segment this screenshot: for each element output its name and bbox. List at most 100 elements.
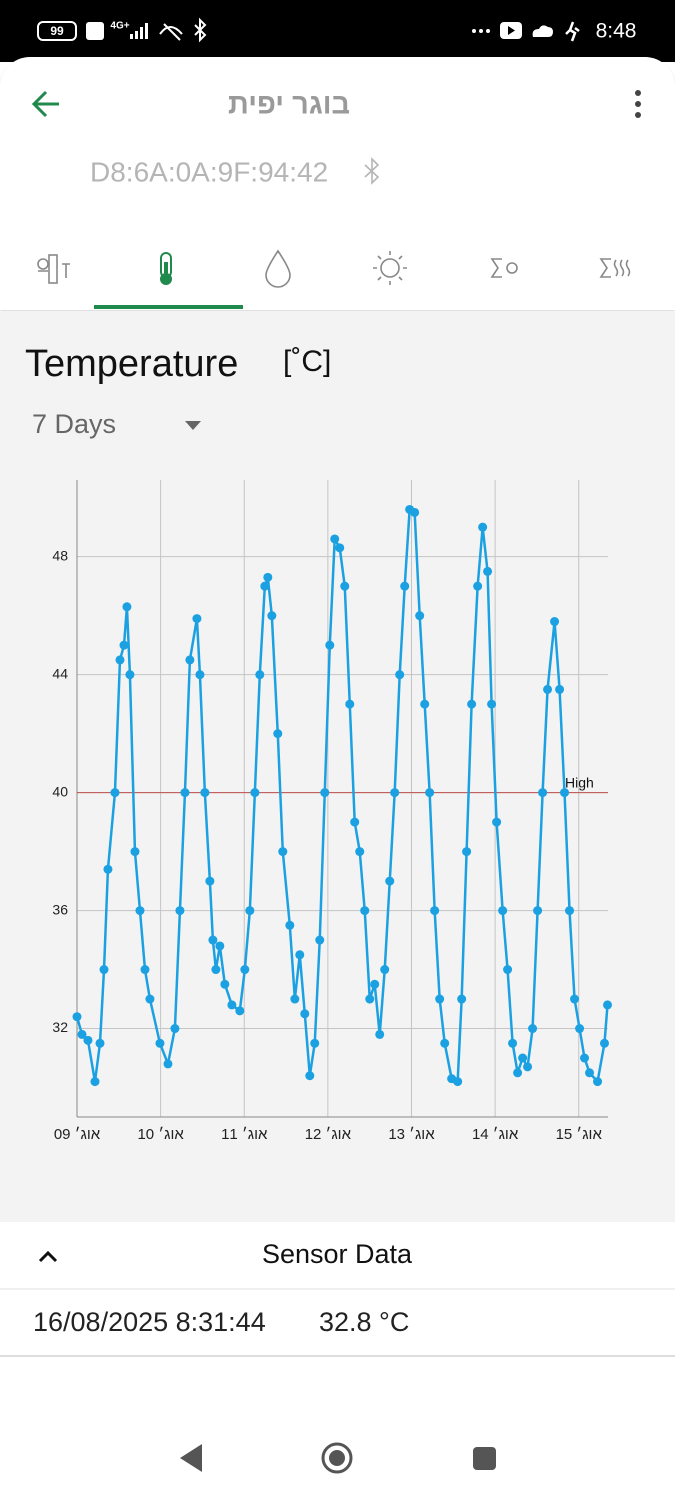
data-point (95, 1038, 105, 1048)
data-point (365, 994, 375, 1004)
x-tick-label: אוג׳ 14 (472, 1126, 519, 1143)
nav-back[interactable] (180, 1444, 202, 1472)
data-point (473, 581, 483, 591)
mute-icon (159, 23, 183, 41)
data-point (498, 906, 508, 916)
status-icons: 99 4G+ 8:48 (37, 17, 637, 43)
data-point (99, 965, 109, 975)
data-point (122, 602, 132, 612)
data-point (580, 1053, 590, 1063)
device-address: D8:6A:0A:9F:94:42 (90, 156, 328, 187)
data-point (508, 1038, 518, 1048)
tab-temperature[interactable] (160, 252, 172, 285)
nav-bar (0, 1400, 675, 1500)
x-tick-label: אוג׳ 09 (54, 1126, 101, 1143)
data-point (110, 788, 120, 798)
more-icon (472, 29, 490, 33)
data-point (425, 788, 435, 798)
y-tick-label: 36 (52, 901, 68, 917)
data-point (130, 847, 140, 857)
y-tick-label: 48 (52, 547, 68, 563)
data-point (513, 1068, 523, 1078)
bluetooth-mark (364, 157, 380, 185)
device-name: בוגר יפית (228, 89, 350, 121)
data-point (320, 788, 330, 798)
battery-level: 99 (50, 24, 64, 38)
data-point (140, 965, 150, 975)
data-point (538, 788, 548, 798)
collapse-button[interactable] (38, 1250, 58, 1263)
tab-humidity[interactable] (265, 249, 291, 288)
data-point (295, 950, 305, 960)
data-point (462, 847, 472, 857)
range-selector[interactable]: 7 Days (32, 409, 116, 439)
data-point (599, 1038, 609, 1048)
reading-time: 16/08/2025 8:31:44 (33, 1307, 266, 1337)
clock: 8:48 (596, 20, 637, 43)
data-point (435, 994, 445, 1004)
data-point (503, 965, 513, 975)
data-point (492, 817, 502, 827)
tab-indicator (94, 305, 243, 309)
nav-home[interactable] (321, 1442, 353, 1474)
data-point (335, 543, 345, 553)
x-tick-label: אוג׳ 10 (137, 1126, 184, 1143)
x-tick-label: אוג׳ 12 (305, 1126, 352, 1143)
status-bar: 99 4G+ 8:48 (0, 0, 675, 62)
data-point (543, 684, 553, 694)
tab-sensor[interactable] (37, 254, 70, 284)
data-point (360, 906, 370, 916)
data-point (375, 1029, 385, 1039)
data-point (478, 522, 488, 532)
data-point (245, 906, 255, 916)
chart-unit: [˚C] (283, 345, 331, 378)
data-point (250, 788, 260, 798)
data-point (483, 566, 493, 576)
data-point (175, 906, 185, 916)
data-point (355, 847, 365, 857)
reading-value: 32.8 °C (319, 1307, 409, 1337)
data-point (310, 1038, 320, 1048)
data-point (90, 1077, 100, 1087)
data-point (278, 847, 288, 857)
data-point (200, 788, 210, 798)
volte-icon (86, 22, 104, 40)
data-point (345, 699, 355, 709)
tab-light-sum[interactable] (490, 258, 518, 278)
data-point (119, 640, 129, 650)
y-tick-label: 40 (52, 783, 68, 799)
threshold-label: High (565, 774, 594, 790)
data-point (83, 1035, 93, 1045)
dropdown-arrow[interactable] (185, 421, 201, 430)
network-type: 4G+ (110, 21, 129, 32)
data-point (453, 1077, 463, 1087)
data-point (263, 572, 273, 582)
data-point (350, 817, 360, 827)
data-point (103, 864, 113, 874)
data-point (410, 507, 420, 517)
data-point (380, 965, 390, 975)
menu-button[interactable] (635, 90, 641, 118)
data-point (550, 617, 560, 627)
data-point (340, 581, 350, 591)
data-point (267, 611, 277, 621)
data-point (211, 965, 221, 975)
data-point (115, 655, 125, 665)
data-point (290, 994, 300, 1004)
data-line (75, 507, 609, 1085)
data-point (533, 906, 543, 916)
data-point (205, 876, 215, 886)
nav-recents[interactable] (473, 1447, 496, 1470)
data-point (155, 1038, 165, 1048)
x-tick-label: אוג׳ 13 (388, 1126, 435, 1143)
data-point (330, 534, 340, 544)
data-point (125, 670, 135, 680)
chart-title: Temperature (25, 343, 238, 385)
tab-light[interactable] (373, 251, 407, 285)
tab-heat-sum[interactable] (599, 258, 631, 278)
data-point (420, 699, 430, 709)
data-point (602, 1000, 612, 1010)
data-point (570, 994, 580, 1004)
signal-icon (130, 23, 148, 39)
back-button[interactable] (31, 90, 59, 118)
